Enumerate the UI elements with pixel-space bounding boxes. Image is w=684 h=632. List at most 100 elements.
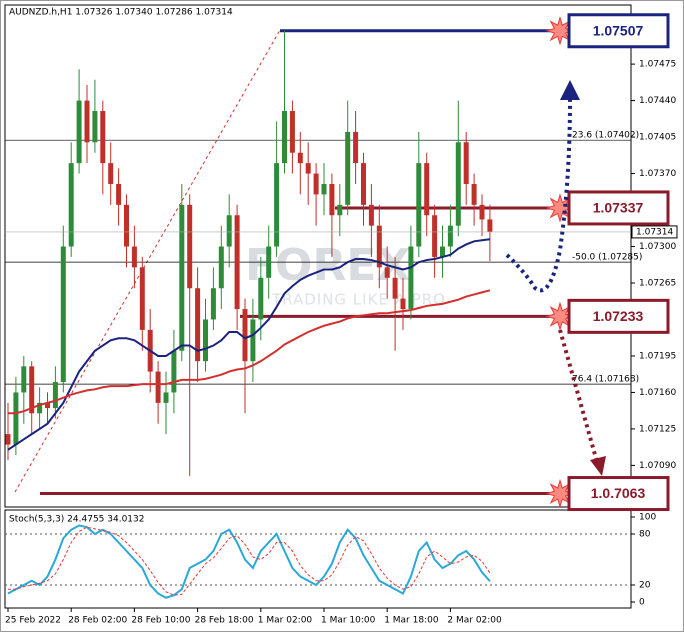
candle-body [337,204,343,216]
x-tick-label: 2 Mar 02:00 [447,616,502,626]
chart-title: AUDNZD.h,H1 1.07326 1.07340 1.07286 1.07… [9,8,233,18]
x-tick-label: 1 Mar 18:00 [384,616,439,626]
annotation-label: 1.07233 [593,308,644,324]
main-pane [4,4,632,508]
candle-body [282,111,287,164]
moving-average [8,289,491,415]
stoch-line [8,526,491,596]
candle-body [313,173,319,195]
candle-body [353,131,359,164]
candle-body [108,163,114,184]
arrow-head [560,80,580,100]
annotation-box [567,476,670,512]
y-tick-label: 1.07125 [639,424,676,434]
candle-body [60,246,66,383]
forecast-arrow-up [505,99,572,293]
y-tick-label: 1.07405 [639,133,676,143]
fib-label: -50.0 (1.07285) [572,253,642,263]
candle-body [455,142,461,226]
current-price-box [631,225,678,239]
candle-body [234,215,240,310]
y-tick-label: 1.07090 [639,461,676,471]
y-tick-label: 20 [639,581,651,591]
x-tick-label: 28 Feb 10:00 [131,616,190,626]
candle-body [37,402,43,414]
candle-body [471,183,477,205]
y-tick-label: 1.07300 [639,242,676,252]
annotation-label: 1.0.7063 [591,485,646,501]
y-tick-label: 1.07160 [639,388,676,398]
candle-body [21,366,27,393]
candle-body [210,288,216,320]
candle-body [242,309,248,362]
starburst [545,193,575,223]
candle-body [274,163,280,247]
plot-layer: 1.07475 1.07440 1.07405 1.07370 1.07300 1.072… [5,13,678,626]
candle-body [258,277,264,320]
stoch-line [7,524,491,599]
x-tick-label: 1 Mar 02:00 [258,616,313,626]
fib-trend-line [14,29,281,493]
y-tick-label: 1.07195 [639,351,676,361]
starburst [545,301,575,332]
y-tick-label: 1.07440 [639,96,676,106]
candle-body [68,163,74,247]
candle-body [203,319,208,362]
fib-label: 76.4 (1.07168) [572,375,639,385]
candle-body [179,204,185,351]
annotation-box [567,13,670,49]
fib-label: 23.6 (1.07402) [572,131,639,141]
candle-body [52,382,58,409]
candle-body [226,215,232,247]
candle-body [424,163,430,216]
candle-body [479,204,485,220]
candle-body [329,183,335,216]
candle-body [5,434,11,445]
x-tick-label: 28 Feb 18:00 [195,616,254,626]
stoch-title: Stoch(5,3,3) 24.4755 34.0132 [9,515,144,525]
y-tick-label: 0 [639,598,645,608]
candle-body [139,267,145,330]
candle-body [84,100,90,143]
candle-body [187,204,193,289]
y-tick-label: 1.07370 [639,169,676,179]
candle-body [250,319,256,362]
candle-body [131,246,137,268]
candle-body [447,225,453,247]
candle-body [116,183,122,205]
forecast-arrow-down [558,329,599,463]
y-tick-label: 80 [639,530,651,540]
candle-body [487,219,493,232]
x-tick-label: 1 Mar 10:00 [321,616,376,626]
candle-body [92,111,98,143]
candle-body [376,225,382,268]
candle-body [400,298,406,310]
candle-body [171,350,177,393]
candle-body [297,152,303,164]
annotation-label: 1.07507 [593,22,644,38]
candle-body [321,183,327,195]
annotation-box [567,190,670,226]
candle-body [29,366,35,414]
candle-body [155,371,161,403]
candle-body [440,246,445,257]
annotation-label: 1.07337 [593,200,644,216]
candle-body [432,215,438,257]
candle-body [361,163,366,205]
watermark-slogan: TRADING LIKE A PRO [271,291,446,309]
candle-body [13,392,19,445]
arrow-head [590,456,606,476]
candle-body [345,131,351,205]
y-tick-label: 1.07475 [639,60,676,70]
y-tick-label: 1.07265 [639,278,676,288]
y-tick-label: 100 [639,513,656,523]
starburst [545,16,575,46]
candle-body [266,246,272,278]
x-tick-label: 28 Feb 02:00 [68,616,127,626]
x-tick-label: 25 Feb 2022 [5,616,61,626]
candle-body [124,204,129,247]
candle-body [45,402,50,409]
candle-body [392,277,398,299]
candle-body [463,142,469,184]
